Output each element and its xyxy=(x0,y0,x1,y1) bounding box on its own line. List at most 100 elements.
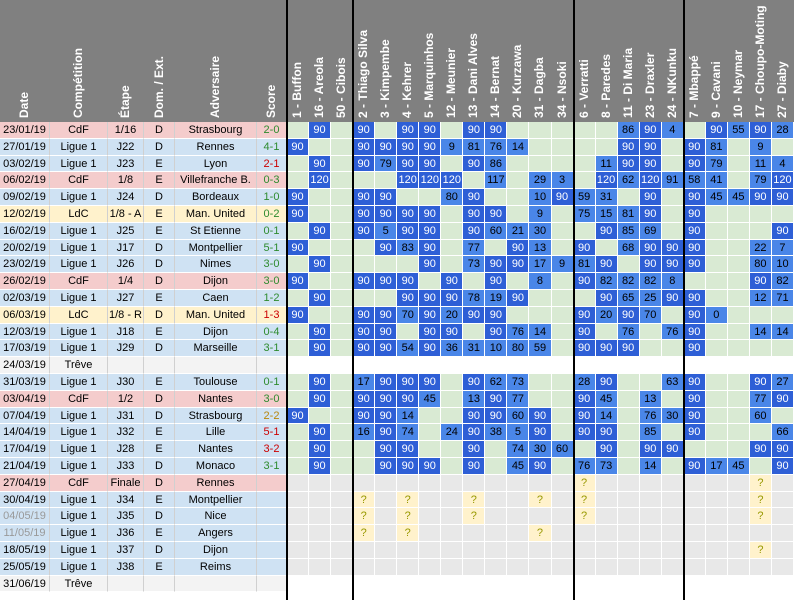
minutes-cell[interactable]: 82 xyxy=(595,273,618,290)
minutes-cell[interactable]: 76 xyxy=(661,323,684,341)
minutes-cell[interactable] xyxy=(595,525,618,542)
minutes-cell[interactable] xyxy=(771,138,794,156)
minutes-cell[interactable] xyxy=(419,575,442,593)
minutes-cell[interactable]: 90 xyxy=(353,189,376,206)
minutes-cell[interactable]: 90 xyxy=(485,390,508,408)
minutes-cell[interactable] xyxy=(661,508,684,526)
minutes-cell[interactable]: 20 xyxy=(595,306,618,324)
minutes-cell[interactable]: 4 xyxy=(661,122,684,139)
minutes-cell[interactable] xyxy=(661,491,684,509)
minutes-cell[interactable]: 75 xyxy=(573,206,596,223)
minutes-cell[interactable]: 90 xyxy=(353,122,376,139)
minutes-cell[interactable] xyxy=(529,374,552,391)
minutes-cell[interactable] xyxy=(595,239,618,257)
minutes-cell[interactable] xyxy=(485,525,508,542)
minutes-cell[interactable]: 90 xyxy=(485,256,508,274)
minutes-cell[interactable]: 90 xyxy=(375,441,398,458)
minutes-cell[interactable]: 27 xyxy=(771,374,794,391)
minutes-cell[interactable]: 90 xyxy=(375,390,398,408)
minutes-cell[interactable]: 90 xyxy=(749,273,772,290)
minutes-cell[interactable]: 90 xyxy=(463,424,486,442)
minutes-cell[interactable] xyxy=(551,474,574,492)
minutes-cell[interactable] xyxy=(419,525,442,542)
minutes-cell[interactable] xyxy=(375,542,398,559)
minutes-cell[interactable] xyxy=(529,390,552,408)
minutes-cell[interactable]: 90 xyxy=(573,306,596,324)
minutes-cell[interactable]: 91 xyxy=(661,172,684,190)
minutes-cell[interactable]: 90 xyxy=(485,407,508,425)
minutes-cell[interactable] xyxy=(331,575,354,593)
column-header[interactable]: Date xyxy=(0,0,50,122)
minutes-cell[interactable] xyxy=(331,340,354,358)
minutes-cell[interactable] xyxy=(441,206,464,223)
minutes-cell[interactable] xyxy=(771,525,794,542)
minutes-cell[interactable]: 90 xyxy=(309,390,332,408)
minutes-cell[interactable] xyxy=(551,525,574,542)
minutes-cell[interactable] xyxy=(683,575,706,593)
minutes-cell[interactable]: 90 xyxy=(639,239,662,257)
minutes-cell[interactable]: 7 xyxy=(771,239,794,257)
minutes-cell[interactable] xyxy=(771,407,794,425)
minutes-cell[interactable] xyxy=(397,558,420,576)
minutes-cell[interactable] xyxy=(441,575,464,593)
minutes-cell[interactable] xyxy=(331,273,354,290)
minutes-cell[interactable]: 30 xyxy=(661,407,684,425)
minutes-cell[interactable] xyxy=(507,558,530,576)
minutes-cell[interactable]: 90 xyxy=(353,222,376,240)
minutes-cell[interactable]: 14 xyxy=(749,323,772,341)
player-header[interactable]: 23 - Draxler xyxy=(639,0,662,122)
player-header[interactable]: 24 - NKunku xyxy=(661,0,684,122)
minutes-cell[interactable]: 90 xyxy=(353,306,376,324)
minutes-cell[interactable] xyxy=(463,542,486,559)
player-header[interactable]: 1 - Buffon xyxy=(287,0,310,122)
minutes-cell[interactable]: 90 xyxy=(463,122,486,139)
minutes-cell[interactable] xyxy=(617,558,640,576)
minutes-cell[interactable] xyxy=(331,357,354,374)
minutes-cell[interactable] xyxy=(507,189,530,206)
minutes-cell[interactable]: 90 xyxy=(287,138,310,156)
minutes-cell[interactable] xyxy=(309,542,332,559)
minutes-cell[interactable]: 30 xyxy=(529,441,552,458)
minutes-cell[interactable] xyxy=(287,256,310,274)
minutes-cell[interactable]: 90 xyxy=(419,222,442,240)
minutes-cell[interactable] xyxy=(353,239,376,257)
minutes-cell[interactable]: 90 xyxy=(441,273,464,290)
minutes-cell[interactable]: 63 xyxy=(661,374,684,391)
minutes-cell[interactable] xyxy=(595,357,618,374)
minutes-cell[interactable] xyxy=(331,491,354,509)
minutes-cell[interactable]: 12 xyxy=(749,290,772,307)
minutes-cell[interactable] xyxy=(617,189,640,206)
minutes-cell[interactable]: 80 xyxy=(507,340,530,358)
minutes-cell[interactable]: 73 xyxy=(507,374,530,391)
minutes-cell[interactable] xyxy=(727,206,750,223)
minutes-cell[interactable] xyxy=(749,575,772,593)
minutes-cell[interactable] xyxy=(727,155,750,173)
player-header[interactable]: 10 - Neymar xyxy=(727,0,750,122)
minutes-cell[interactable]: 90 xyxy=(485,306,508,324)
minutes-cell[interactable]: 71 xyxy=(771,290,794,307)
minutes-cell[interactable] xyxy=(331,222,354,240)
minutes-cell[interactable] xyxy=(683,508,706,526)
minutes-cell[interactable]: 90 xyxy=(573,390,596,408)
minutes-cell[interactable] xyxy=(309,206,332,223)
minutes-cell[interactable] xyxy=(287,441,310,458)
minutes-cell[interactable] xyxy=(617,474,640,492)
minutes-cell[interactable] xyxy=(551,323,574,341)
minutes-cell[interactable]: 8 xyxy=(661,273,684,290)
minutes-cell[interactable] xyxy=(617,357,640,374)
minutes-cell[interactable]: 90 xyxy=(375,323,398,341)
minutes-cell[interactable] xyxy=(639,542,662,559)
minutes-cell[interactable] xyxy=(551,424,574,442)
minutes-cell[interactable]: 45 xyxy=(595,390,618,408)
minutes-cell[interactable]: 90 xyxy=(419,290,442,307)
minutes-cell[interactable] xyxy=(705,290,728,307)
minutes-cell[interactable]: 15 xyxy=(595,206,618,223)
player-header[interactable]: 13 - Dani Alves xyxy=(463,0,486,122)
minutes-cell[interactable] xyxy=(551,206,574,223)
minutes-cell[interactable] xyxy=(309,273,332,290)
player-header[interactable]: 7 - Mbappé xyxy=(683,0,706,122)
minutes-cell[interactable] xyxy=(551,273,574,290)
player-header[interactable]: 31 - Dagba xyxy=(529,0,552,122)
minutes-cell[interactable] xyxy=(551,390,574,408)
minutes-cell[interactable]: 9 xyxy=(551,256,574,274)
